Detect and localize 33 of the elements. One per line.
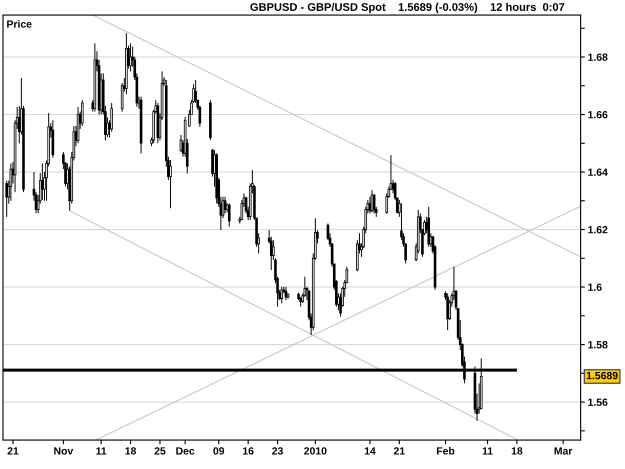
x-tick-label: Nov [54, 447, 74, 455]
x-tick-label: 18 [125, 447, 136, 455]
x-tick-label: 16 [243, 447, 254, 455]
y-tick-label: 1.56 [588, 398, 608, 406]
x-tick-label: 14 [364, 447, 376, 455]
x-tick-label: 21 [8, 447, 18, 455]
x-tick-label: 18 [512, 447, 522, 455]
x-tick-label: Mar [554, 447, 572, 455]
y-tick-label: 1.58 [588, 341, 608, 348]
x-tick-label: 25 [154, 447, 166, 455]
y-tick-label: 1.66 [588, 111, 608, 118]
x-tick-label: Dec [176, 447, 194, 455]
x-tick-label: 2010 [304, 447, 327, 455]
y-tick-label: 1.62 [588, 226, 608, 234]
text: 1.5689 [586, 372, 618, 380]
x-tick-label: 11 [482, 447, 493, 455]
chart-title: GBPUSD - GBP/USD Spot 1.5689 (-0.03%) 12 hours 0:07 [250, 2, 564, 14]
x-tick-label: 23 [272, 447, 283, 455]
candlestick [169, 159, 172, 209]
candlestick [372, 194, 376, 214]
x-tick-label: 11 [96, 447, 106, 455]
candlestick [80, 100, 84, 126]
candlestick [10, 162, 12, 202]
y-tick-label: 1.68 [588, 53, 608, 61]
y-axis-title: Price [7, 20, 32, 28]
candlestick [370, 190, 374, 213]
y-tick-label: 1.64 [588, 168, 608, 176]
x-tick-label: 21 [394, 447, 405, 455]
y-tick-label: 1.6 [588, 284, 602, 291]
x-tick-label: Feb [436, 446, 454, 455]
candlestick [284, 286, 288, 300]
x-tick-label: 09 [213, 447, 224, 455]
candlestick [120, 82, 124, 112]
